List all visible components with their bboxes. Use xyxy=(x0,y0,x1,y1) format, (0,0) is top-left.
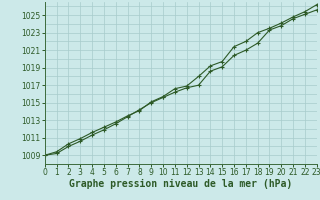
X-axis label: Graphe pression niveau de la mer (hPa): Graphe pression niveau de la mer (hPa) xyxy=(69,179,292,189)
